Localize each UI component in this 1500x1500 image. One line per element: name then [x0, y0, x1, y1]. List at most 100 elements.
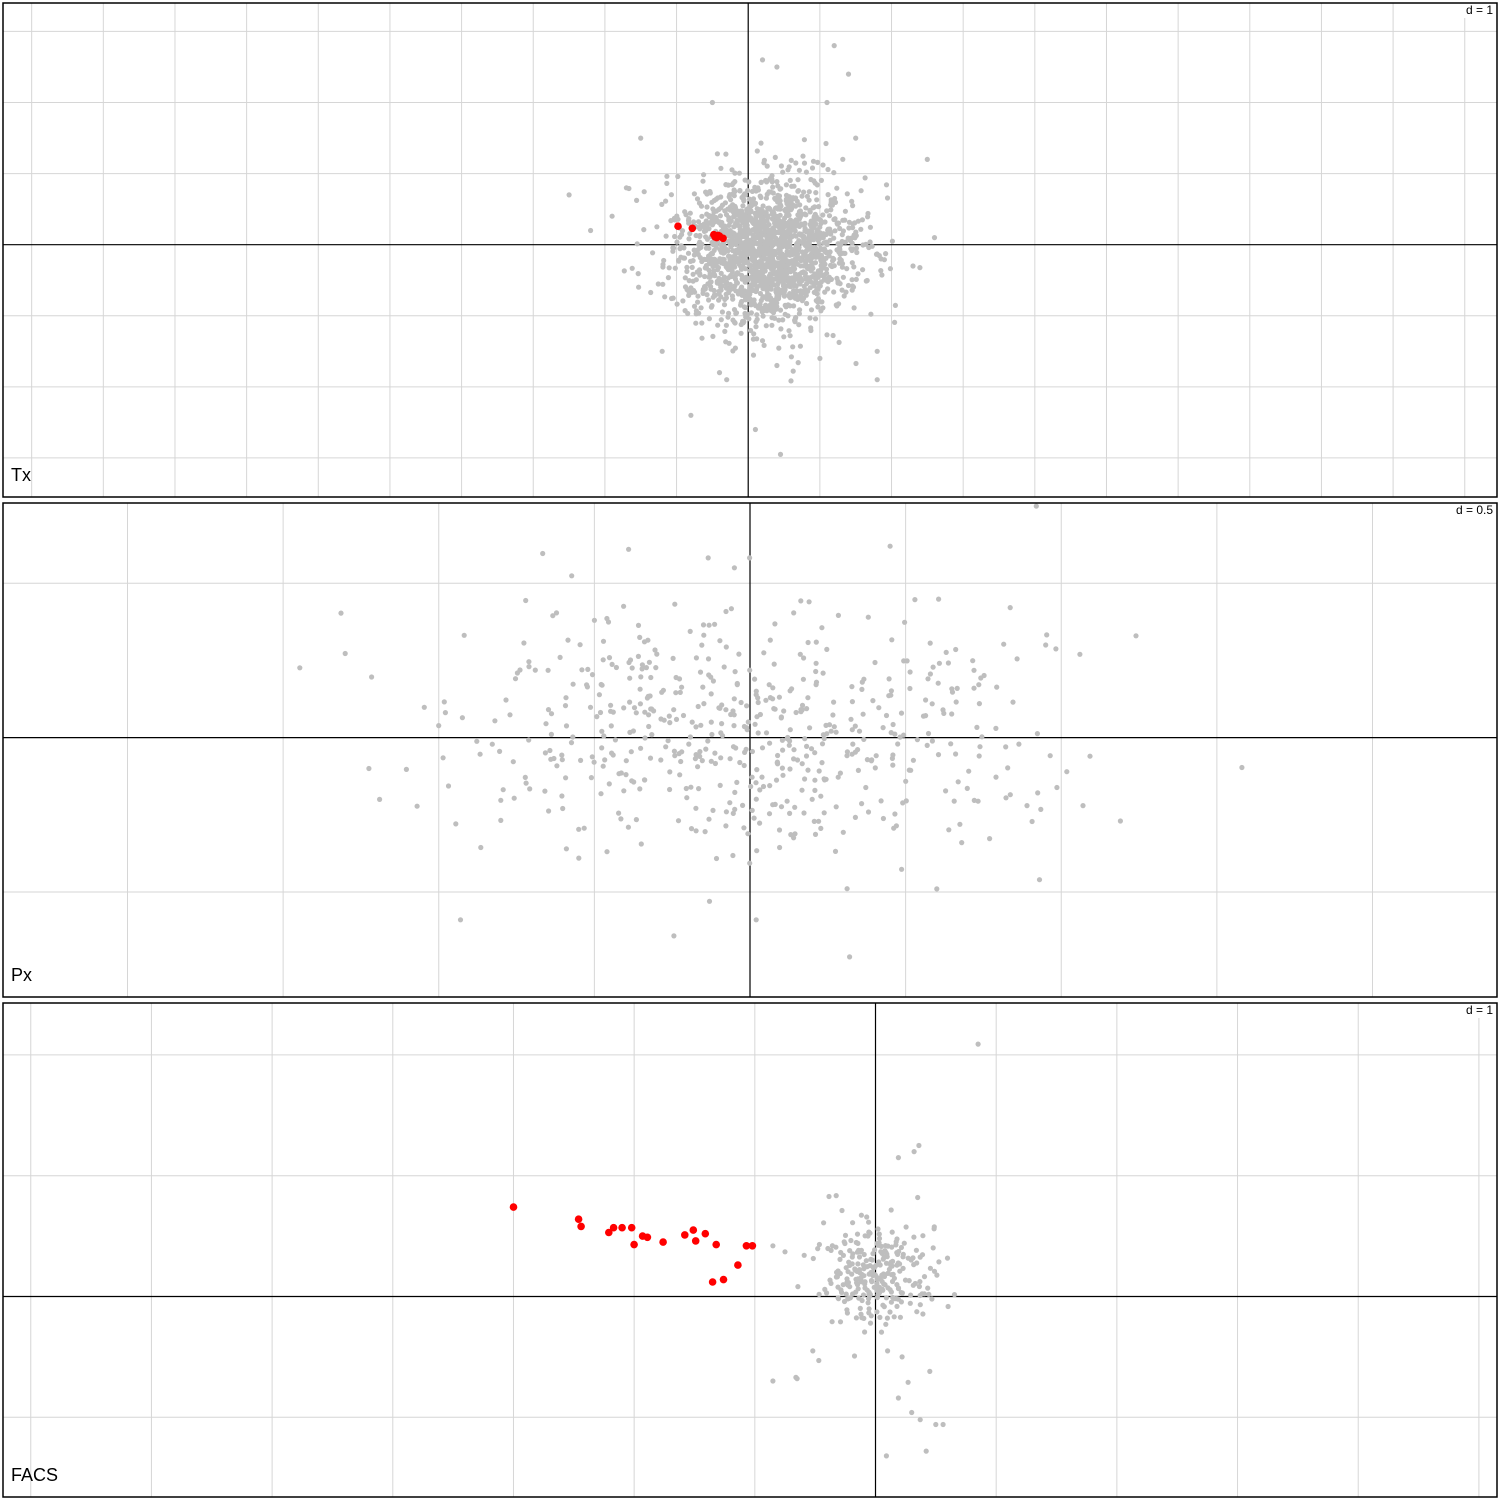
data-point — [830, 258, 836, 264]
data-point — [1033, 503, 1039, 509]
data-point — [634, 197, 640, 203]
data-point — [875, 1226, 881, 1232]
data-point — [813, 639, 819, 645]
data-point — [883, 1321, 889, 1327]
data-point — [993, 774, 999, 780]
data-point — [774, 300, 780, 306]
data-point — [828, 231, 834, 237]
data-point — [929, 701, 935, 707]
data-point — [856, 1254, 863, 1260]
data-point — [839, 1207, 845, 1214]
data-point — [801, 237, 807, 243]
data-point — [798, 707, 804, 713]
data-point — [795, 212, 801, 218]
data-point — [783, 208, 789, 214]
data-point — [724, 377, 730, 383]
data-point — [739, 194, 745, 201]
data-point — [883, 712, 890, 719]
data-point — [802, 776, 808, 782]
highlight-point — [734, 1261, 742, 1269]
data-point — [757, 242, 763, 248]
data-point — [786, 275, 792, 281]
data-point — [833, 1274, 840, 1280]
data-point — [847, 238, 854, 244]
data-point — [852, 814, 859, 821]
data-point — [778, 326, 784, 332]
data-point — [813, 668, 819, 675]
data-point — [754, 316, 760, 322]
data-point — [949, 689, 956, 695]
data-point — [612, 737, 619, 743]
data-point — [673, 716, 680, 723]
data-point — [758, 278, 764, 284]
data-point — [663, 198, 669, 204]
data-point — [710, 263, 716, 270]
data-point — [459, 715, 465, 721]
data-point — [569, 573, 575, 579]
data-point — [905, 1255, 911, 1261]
data-point — [604, 615, 610, 622]
data-point — [681, 245, 687, 251]
data-point — [837, 1319, 844, 1325]
highlight-point — [674, 222, 682, 230]
data-point — [621, 268, 627, 274]
data-point — [860, 1292, 867, 1298]
data-point — [777, 243, 783, 249]
data-point — [754, 226, 760, 232]
data-point — [594, 714, 600, 720]
data-point — [818, 825, 824, 832]
data-point — [588, 775, 595, 781]
points-highlight — [674, 222, 727, 243]
data-point — [795, 1284, 801, 1290]
data-point — [668, 192, 675, 198]
data-point — [840, 274, 847, 280]
data-point — [910, 263, 916, 269]
data-point — [778, 234, 785, 241]
data-point — [805, 235, 811, 241]
data-point — [739, 244, 745, 251]
data-point — [600, 763, 606, 769]
data-point — [892, 319, 898, 325]
data-point — [812, 180, 818, 186]
data-point — [421, 704, 427, 710]
data-point — [639, 666, 645, 672]
data-point — [847, 1295, 854, 1301]
data-point — [687, 258, 694, 264]
data-point — [752, 676, 758, 682]
data-point — [835, 1296, 842, 1302]
data-point — [708, 256, 714, 262]
data-point — [814, 285, 820, 292]
data-point — [977, 744, 983, 750]
data-point — [668, 218, 674, 224]
data-point — [818, 793, 824, 799]
data-point — [760, 313, 766, 319]
data-point — [787, 738, 793, 744]
data-point — [738, 240, 744, 246]
data-point — [782, 1249, 788, 1255]
data-point — [878, 268, 884, 274]
data-point — [866, 1310, 872, 1316]
data-point — [816, 768, 822, 774]
data-point — [874, 1284, 881, 1290]
data-point — [627, 699, 633, 705]
data-point — [780, 279, 786, 285]
data-point — [718, 194, 724, 200]
data-point — [816, 1291, 822, 1297]
data-point — [760, 203, 766, 209]
data-point — [774, 179, 780, 185]
data-point — [858, 226, 864, 232]
data-point — [845, 282, 852, 289]
data-point — [576, 855, 582, 861]
data-point — [933, 1421, 939, 1428]
data-point — [758, 306, 764, 312]
data-point — [951, 798, 957, 804]
data-point — [778, 804, 785, 810]
data-point — [791, 756, 797, 762]
data-point — [821, 272, 827, 278]
data-point — [957, 821, 963, 827]
data-point — [693, 320, 699, 326]
data-point — [659, 201, 665, 207]
data-point — [679, 749, 685, 755]
data-point — [1044, 632, 1050, 638]
data-point — [796, 167, 803, 173]
